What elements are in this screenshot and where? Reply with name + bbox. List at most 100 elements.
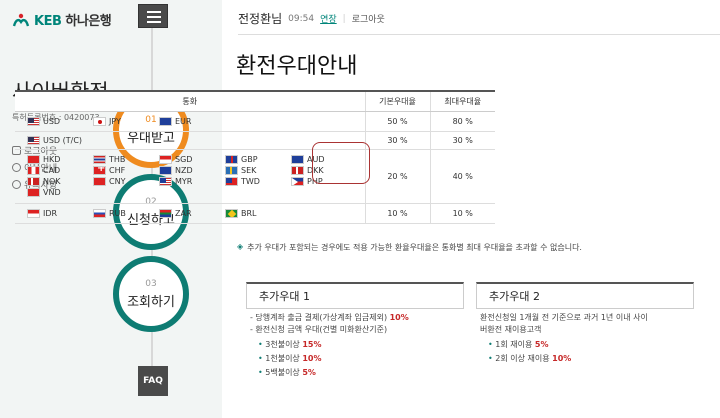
logo-text: KEB 하나은행 <box>34 14 112 29</box>
max-rate-cell: 30 % <box>430 131 495 150</box>
currency-code: ZAR <box>175 208 192 218</box>
usd-flag-icon <box>27 135 40 145</box>
currency-item: AUD <box>291 154 357 165</box>
currency-item: ZAR <box>159 208 225 219</box>
rub-flag-icon <box>93 208 106 218</box>
currency-item: SEK <box>225 165 291 176</box>
currency-code: NOK <box>43 177 61 186</box>
session-timer: 09:54 <box>288 13 315 24</box>
currency-code: USD (T/C) <box>43 135 83 145</box>
page-title: 환전우대안내 <box>236 54 358 79</box>
currency-cell: IDR RUB ZAR BRL <box>15 203 366 224</box>
benefit-item: • 3천불이상 15% <box>258 340 322 349</box>
max-rate-cell: 80 % <box>430 111 495 132</box>
base-rate-cell: 50 % <box>365 111 431 132</box>
additional-pref-1-content: - 당행계좌 출금 결제(가상계좌 입금제외) 10% - 환전신청 금액 우대… <box>250 313 409 377</box>
chf-flag-icon <box>93 166 106 175</box>
currency-item: USD (T/C) <box>27 135 93 146</box>
currency-code: EUR <box>175 116 192 126</box>
additional-pref-2-content: 환전신청일 1개월 전 기준으로 과거 1년 이내 사이 버환전 재이용고객 •… <box>480 313 648 363</box>
additional-pref-2-box: 추가우대 2 <box>476 282 694 309</box>
session-bar: 전정환님 09:54 연장 | 로그아웃 <box>238 10 385 27</box>
currency-cell: USD (T/C) <box>15 131 366 150</box>
faq-button[interactable]: FAQ <box>138 366 168 396</box>
base-rate-cell: 20 % <box>365 149 431 204</box>
currency-item: NOK <box>27 176 93 187</box>
rate-row: USD (T/C) 30 % 30 % <box>15 131 495 150</box>
currency-item: THB <box>93 154 159 165</box>
currency-item: JPY <box>93 116 159 127</box>
eur-flag-icon <box>159 116 172 126</box>
currency-code: NZD <box>175 166 193 175</box>
main-content: 전정환님 09:54 연장 | 로그아웃 환전우대안내 <box>222 0 720 418</box>
currency-code: GBP <box>241 155 258 164</box>
currency-item: NZD <box>159 165 225 176</box>
base-rate-cell: 10 % <box>365 203 431 224</box>
currency-item: CHF <box>93 165 159 176</box>
currency-item: USD <box>27 116 93 127</box>
currency-code: CAD <box>43 166 61 175</box>
currency-item: SGD <box>159 154 225 165</box>
divider: | <box>342 13 346 24</box>
benefit-item: • 1회 재이용 5% <box>488 340 549 349</box>
highlight-box <box>312 142 370 184</box>
currency-code: JPY <box>109 116 121 126</box>
bullet-icon: • <box>258 368 266 377</box>
cny-flag-icon <box>93 177 106 186</box>
rate-row: IDR RUB ZAR BRL 10 % 10 % <box>15 203 495 224</box>
currency-list: HKD THB SGD GBP AUD CAD CHF NZD SEK DKK NOK CNY MYR T… <box>15 154 365 198</box>
keb-hana-logo[interactable]: KEB 하나은행 <box>12 10 112 29</box>
currency-code: SEK <box>241 166 257 175</box>
logout-link[interactable]: 로그아웃 <box>351 15 385 25</box>
rate-table: 통화 기본우대율 최대우대율 USD JPY EUR 50 % 80 % USD (T/C… <box>15 90 495 224</box>
currency-cell: HKD THB SGD GBP AUD CAD CHF NZD SEK DKK NOK CNY MYR T… <box>15 149 366 204</box>
currency-item: HKD <box>27 154 93 165</box>
notice-text: ◈ 추가 우대가 포함되는 경우에도 적용 가능한 환율우대율은 통화별 최대 … <box>237 242 582 252</box>
currency-code: RUB <box>109 208 126 218</box>
currency-item: BRL <box>225 208 291 219</box>
currency-code: IDR <box>43 208 58 218</box>
currency-code: THB <box>109 155 126 164</box>
currency-code: AUD <box>307 155 325 164</box>
brl-flag-icon <box>225 208 238 218</box>
step-3-inquiry[interactable]: 03 조회하기 <box>113 256 189 332</box>
hana-logo-icon <box>12 13 30 26</box>
idr-flag-icon <box>27 208 40 218</box>
nok-flag-icon <box>27 177 40 186</box>
extend-session-link[interactable]: 연장 <box>320 15 337 25</box>
user-name: 전정환님 <box>238 12 283 26</box>
max-rate-cell: 40 % <box>430 149 495 204</box>
currency-item: TWD <box>225 176 291 187</box>
php-flag-icon <box>291 177 304 186</box>
rate-row: USD JPY EUR 50 % 80 % <box>15 111 495 132</box>
twd-flag-icon <box>225 177 238 186</box>
thb-flag-icon <box>93 155 106 164</box>
bullet-icon: • <box>258 340 266 349</box>
menu-button[interactable] <box>138 4 168 28</box>
currency-code: MYR <box>175 177 193 186</box>
additional-pref-1-title: 추가우대 1 <box>259 290 310 303</box>
currency-code: TWD <box>241 177 260 186</box>
additional-pref-2-title: 추가우대 2 <box>489 290 540 303</box>
currency-code: CHF <box>109 166 126 175</box>
aud-flag-icon <box>291 155 304 164</box>
additional-pref-1-box: 추가우대 1 <box>246 282 464 309</box>
currency-item: GBP <box>225 154 291 165</box>
currency-list: IDR RUB ZAR BRL <box>15 208 365 219</box>
header-currency: 통화 <box>15 90 366 112</box>
benefit-item: • 1천불이상 10% <box>258 354 322 363</box>
currency-code: BRL <box>241 208 257 218</box>
diamond-icon: ◈ <box>237 242 244 251</box>
currency-code: VND <box>43 188 61 197</box>
currency-list: USD JPY EUR <box>15 116 365 127</box>
max-rate-cell: 10 % <box>430 203 495 224</box>
base-rate-cell: 30 % <box>365 131 431 150</box>
vnd-flag-icon <box>27 188 40 197</box>
currency-item: EUR <box>159 116 225 127</box>
currency-item: VND <box>27 187 93 198</box>
currency-item: CNY <box>93 176 159 187</box>
hkd-flag-icon <box>27 155 40 164</box>
dkk-flag-icon <box>291 166 304 175</box>
benefit-item: • 2회 이상 재이용 10% <box>488 354 572 363</box>
currency-item: DKK <box>291 165 357 176</box>
